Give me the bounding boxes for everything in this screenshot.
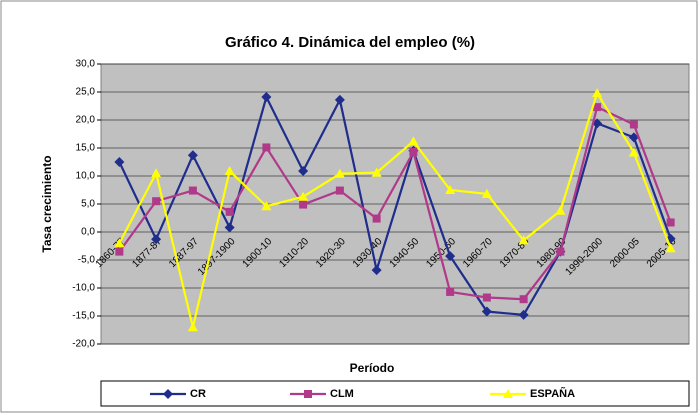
y-tick-label: -5,0 bbox=[78, 255, 96, 266]
y-tick-label: 15,0 bbox=[76, 143, 96, 154]
y-tick-label: -15,0 bbox=[72, 311, 95, 322]
marker bbox=[445, 251, 456, 262]
y-tick-label: -10,0 bbox=[72, 283, 95, 294]
marker bbox=[261, 92, 272, 103]
marker bbox=[334, 94, 345, 105]
marker bbox=[481, 188, 492, 198]
marker bbox=[115, 247, 124, 256]
marker bbox=[335, 186, 344, 195]
marker bbox=[666, 218, 675, 227]
legend-label: CR bbox=[190, 388, 206, 400]
marker bbox=[262, 143, 271, 152]
marker bbox=[261, 201, 272, 211]
marker bbox=[519, 295, 528, 304]
marker bbox=[481, 306, 492, 317]
marker bbox=[188, 186, 197, 195]
legend-box bbox=[100, 380, 690, 407]
marker bbox=[224, 165, 235, 175]
marker bbox=[151, 168, 162, 178]
marker bbox=[298, 191, 309, 201]
marker bbox=[555, 205, 566, 215]
marker bbox=[593, 103, 602, 112]
marker bbox=[628, 147, 639, 157]
series-line bbox=[118, 90, 672, 328]
marker bbox=[299, 200, 308, 209]
marker bbox=[665, 243, 676, 253]
series-line bbox=[118, 93, 672, 317]
marker bbox=[114, 238, 125, 248]
marker bbox=[592, 88, 603, 98]
marker bbox=[556, 247, 565, 256]
chart-title: Gráfico 4. Dinámica del empleo (%) bbox=[225, 34, 475, 51]
marker bbox=[334, 168, 345, 178]
marker bbox=[372, 214, 381, 223]
marker bbox=[225, 207, 234, 216]
y-tick-label: -20,0 bbox=[72, 339, 95, 350]
marker bbox=[628, 132, 639, 143]
marker bbox=[408, 136, 419, 146]
marker bbox=[482, 293, 491, 302]
marker bbox=[371, 167, 382, 177]
marker bbox=[371, 265, 382, 276]
y-tick-label: 5,0 bbox=[81, 199, 95, 210]
marker bbox=[187, 322, 198, 332]
y-axis-label: Tasa crecimiento bbox=[40, 155, 54, 252]
marker bbox=[518, 235, 529, 245]
marker bbox=[151, 234, 162, 245]
legend-label: CLM bbox=[330, 388, 354, 400]
y-tick-label: 10,0 bbox=[76, 171, 96, 182]
marker bbox=[224, 222, 235, 233]
marker bbox=[298, 165, 309, 176]
series-line bbox=[118, 105, 672, 301]
marker bbox=[409, 147, 418, 156]
y-tick-label: 30,0 bbox=[76, 59, 96, 70]
y-tick-label: 20,0 bbox=[76, 115, 96, 126]
marker bbox=[304, 390, 312, 398]
marker bbox=[187, 150, 198, 161]
marker bbox=[518, 309, 529, 320]
marker bbox=[152, 197, 161, 206]
marker bbox=[629, 120, 638, 129]
y-tick-label: 25,0 bbox=[76, 87, 96, 98]
y-tick-label: 0,0 bbox=[81, 227, 95, 238]
legend-label: ESPAÑA bbox=[530, 387, 575, 400]
marker bbox=[446, 287, 455, 296]
marker bbox=[445, 185, 456, 194]
x-axis-label: Período bbox=[350, 361, 395, 375]
marker bbox=[503, 389, 513, 398]
marker bbox=[114, 157, 125, 167]
marker bbox=[163, 389, 173, 399]
